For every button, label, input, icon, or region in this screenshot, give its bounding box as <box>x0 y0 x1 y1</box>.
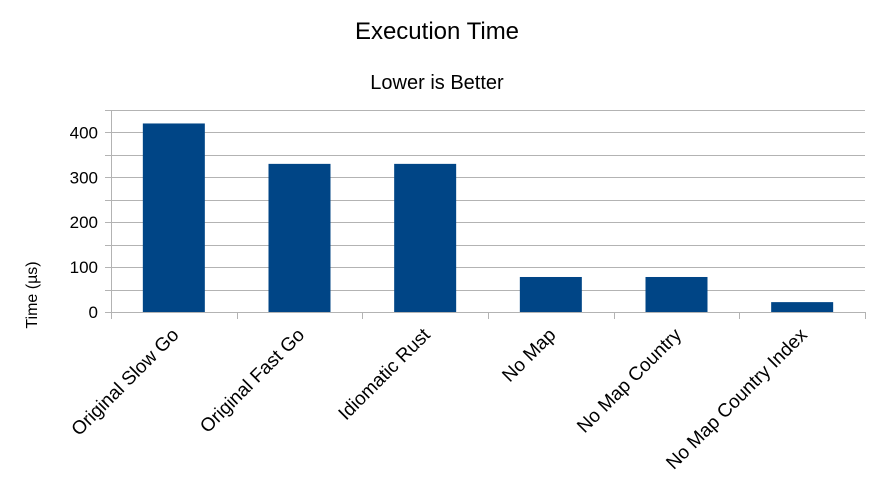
bar <box>394 163 457 312</box>
x-category-label: No Map Country Index <box>662 324 812 474</box>
y-tick-label: 300 <box>70 168 98 187</box>
y-tick-label: 400 <box>70 123 98 142</box>
x-category-label: Original Fast Go <box>196 325 309 438</box>
bar <box>645 276 708 312</box>
bar <box>268 163 331 312</box>
bar <box>142 123 205 312</box>
y-tick-label: 100 <box>70 258 98 277</box>
chart-title: Execution Time <box>355 18 519 45</box>
x-category-labels: Original Slow Go Original Fast Go Idiomati… <box>68 324 812 474</box>
y-axis-label: Time (µs) <box>24 261 41 328</box>
gridlines <box>111 110 865 291</box>
x-category-label: No Map <box>498 325 560 387</box>
y-tick-label: 0 <box>89 303 98 322</box>
y-tick-label: 200 <box>70 213 98 232</box>
x-category-label: Original Slow Go <box>68 325 184 441</box>
bars <box>142 123 834 312</box>
y-tick-labels: 0 100 200 300 400 <box>70 123 98 322</box>
x-category-label: Idiomatic Rust <box>335 324 435 424</box>
bar <box>771 302 834 312</box>
axes <box>105 110 866 319</box>
x-category-label: No Map Country <box>573 324 686 437</box>
bar <box>519 276 582 312</box>
chart-subtitle: Lower is Better <box>370 72 504 94</box>
